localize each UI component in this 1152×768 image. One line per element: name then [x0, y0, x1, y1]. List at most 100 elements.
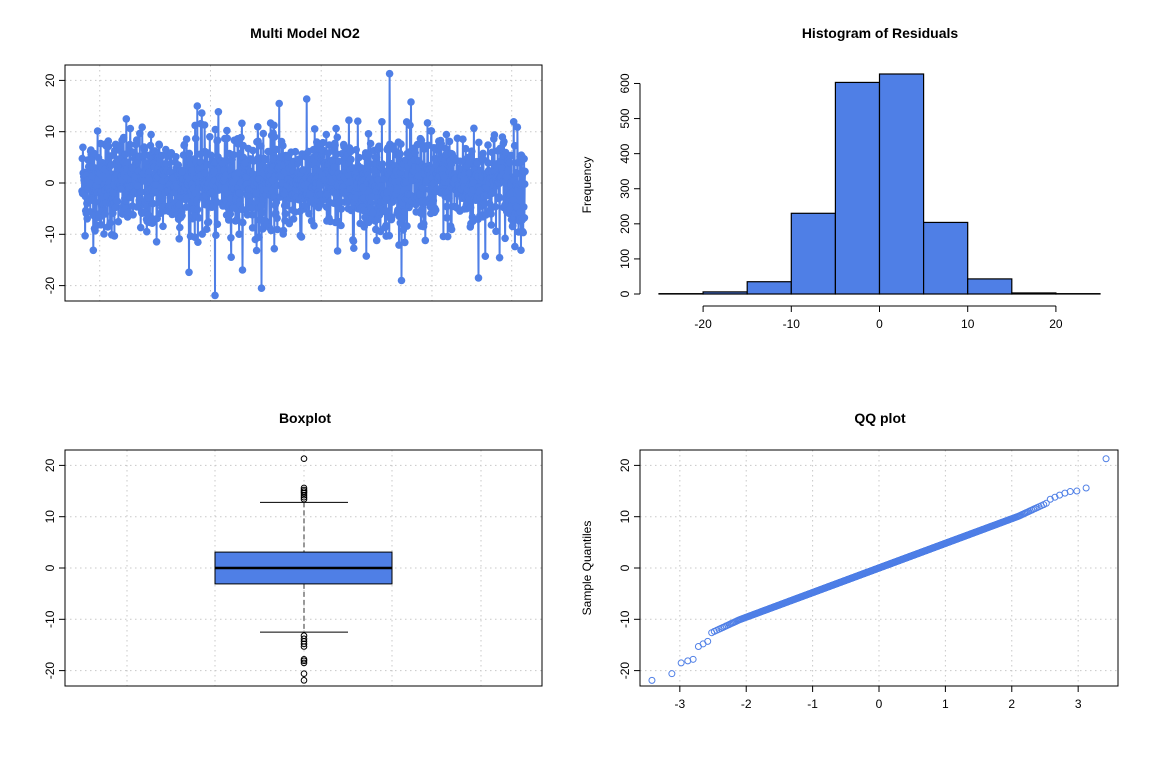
line-chart-y-tick-label: 10 — [43, 125, 57, 139]
residual-point — [419, 210, 427, 218]
residual-point — [253, 123, 262, 131]
histogram-y-tick-label: 100 — [618, 249, 632, 269]
boxplot-outlier — [300, 657, 308, 665]
residual-point — [316, 181, 325, 190]
residual-point — [136, 223, 145, 232]
residual-point — [487, 210, 495, 218]
residual-series — [78, 69, 529, 300]
residual-point — [506, 205, 514, 213]
residual-point — [461, 144, 470, 153]
residual-point — [350, 244, 358, 252]
qq-y-tick-label: 20 — [618, 458, 632, 472]
residual-point — [238, 119, 246, 128]
qq-tail-point — [1051, 493, 1059, 501]
residual-point — [249, 146, 257, 155]
qq-tail-point — [1046, 495, 1054, 503]
residual-point — [281, 209, 290, 218]
residual-point — [333, 133, 342, 142]
boxplot-y-axis: -20 -10 0 10 20 — [43, 458, 65, 679]
boxplot-outlier — [300, 489, 308, 497]
residual-point — [484, 141, 492, 149]
residual-point — [411, 148, 420, 157]
residual-point — [291, 147, 300, 156]
residual-point — [351, 193, 360, 202]
residual-point — [420, 219, 428, 228]
line-chart-y-tick-label: 20 — [43, 73, 57, 87]
residual-point — [299, 166, 307, 174]
residual-point — [221, 171, 230, 180]
residual-point — [195, 214, 203, 222]
boxplot-outlier — [300, 495, 308, 503]
residual-point — [423, 119, 432, 127]
residual-point — [501, 234, 509, 243]
residual-point — [332, 124, 340, 133]
residual-point — [440, 173, 449, 182]
residual-point — [502, 172, 511, 181]
histogram-y-tick-label: 400 — [618, 143, 632, 163]
qq-x-tick-label: 3 — [1075, 697, 1082, 711]
panel-multi-model-no2: Multi Model NO2 -20 -10 0 10 20 — [43, 25, 543, 302]
residual-point — [79, 143, 87, 152]
residual-point — [241, 159, 249, 167]
residual-point — [144, 194, 153, 202]
residual-point — [258, 208, 266, 217]
residual-point — [257, 142, 265, 150]
panel-histogram: Histogram of Residuals Frequency -20 -10 0… — [580, 25, 1101, 331]
qq-y-tick-label: 0 — [618, 564, 632, 571]
residual-point — [359, 194, 368, 202]
qq-point — [1042, 499, 1050, 507]
residual-point — [238, 266, 247, 274]
residual-point — [470, 124, 478, 133]
residual-point — [206, 133, 214, 141]
residual-point — [227, 234, 235, 242]
residual-point — [421, 236, 430, 245]
histogram-y-tick-label: 0 — [618, 290, 632, 297]
residual-point — [491, 203, 500, 211]
residual-point — [395, 241, 403, 249]
histogram-bar — [834, 81, 881, 295]
residual-point — [504, 166, 512, 175]
residual-point — [442, 130, 451, 139]
histogram-bar — [746, 281, 792, 295]
histogram-y-tick-label: 200 — [618, 213, 632, 233]
residual-point — [328, 156, 337, 164]
qq-x-tick-label: 1 — [942, 697, 949, 711]
qq-x-axis: -3 -2 -1 0 1 2 3 — [674, 686, 1082, 711]
residual-point — [113, 197, 122, 206]
boxplot-y-tick-label: 10 — [43, 510, 57, 524]
residual-point — [397, 140, 405, 148]
residual-point — [143, 227, 151, 236]
residual-point — [322, 130, 331, 139]
residual-point — [372, 153, 381, 161]
boxplot-outlier — [300, 670, 308, 677]
residual-point — [179, 151, 188, 159]
residual-point — [119, 133, 128, 142]
residual-point — [355, 153, 363, 162]
residual-point — [403, 222, 411, 230]
residual-point — [354, 117, 362, 125]
residual-point — [248, 211, 257, 219]
residual-point — [204, 218, 213, 226]
residual-point — [414, 172, 423, 180]
residual-point — [126, 140, 134, 149]
residual-point — [155, 141, 164, 149]
qq-tail-point — [677, 659, 685, 667]
residual-point — [86, 179, 94, 188]
residual-point — [221, 184, 229, 193]
histogram-x-axis: -20 -10 0 10 20 — [694, 305, 1063, 331]
residual-point — [111, 203, 120, 212]
qq-tail-point — [1102, 455, 1110, 463]
qq-x-tick-label: -2 — [741, 697, 752, 711]
residual-point — [193, 102, 202, 110]
residual-point — [185, 149, 194, 158]
line-chart-y-axis: -20 -10 0 10 20 — [43, 73, 65, 294]
residual-point — [194, 238, 202, 246]
residual-point — [515, 188, 524, 197]
residual-point — [198, 109, 206, 117]
histogram-y-axis: 0 100 200 300 400 500 600 — [618, 73, 641, 297]
residual-point — [337, 205, 346, 213]
residual-point — [188, 166, 197, 175]
residual-point — [234, 168, 243, 177]
residual-point — [252, 246, 261, 255]
residual-point — [513, 123, 522, 131]
